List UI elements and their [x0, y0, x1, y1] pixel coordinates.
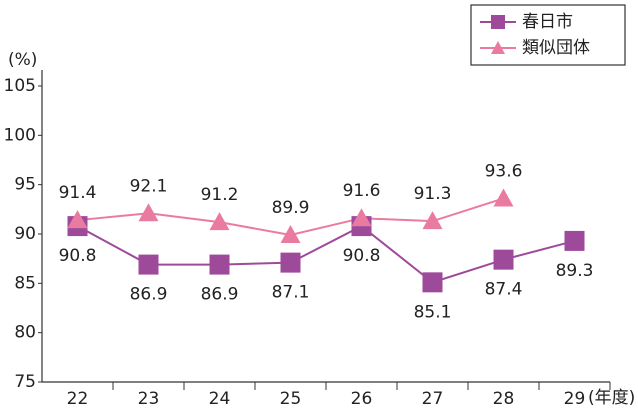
legend-marker [491, 15, 505, 29]
data-label: 91.3 [414, 184, 452, 204]
x-tick-label: 27 [422, 389, 444, 409]
data-label: 91.6 [343, 181, 381, 201]
data-label: 85.1 [414, 302, 452, 322]
data-point [209, 254, 230, 275]
y-tick-label: 100 [4, 125, 36, 145]
data-label: 87.1 [272, 283, 310, 303]
data-label: 91.4 [59, 183, 97, 203]
data-point [351, 208, 372, 227]
y-tick-label: 90 [14, 224, 36, 244]
y-tick-label: 105 [4, 76, 36, 96]
data-label: 89.9 [272, 198, 310, 218]
data-label: 91.2 [201, 185, 239, 205]
x-tick-label: 25 [280, 389, 302, 409]
series-line [77, 224, 575, 284]
data-label: 93.6 [485, 161, 523, 181]
data-point [138, 203, 159, 222]
x-tick-label: 29 [564, 389, 586, 409]
data-point [564, 230, 585, 251]
legend-marker [491, 41, 505, 54]
data-point [422, 211, 443, 230]
data-point [280, 252, 301, 273]
data-point [493, 249, 514, 270]
x-tick-label: 22 [67, 389, 89, 409]
data-label: 90.8 [343, 246, 381, 266]
data-point [209, 212, 230, 231]
data-label: 90.8 [59, 246, 97, 266]
y-tick-label: 95 [14, 175, 36, 195]
y-axis-label: (%) [8, 50, 37, 70]
data-label: 89.3 [556, 261, 594, 281]
data-point [422, 272, 443, 293]
x-axis-label: (年度) [588, 388, 635, 408]
x-tick-label: 24 [209, 389, 231, 409]
x-tick-label: 28 [493, 389, 515, 409]
y-tick-label: 80 [14, 323, 36, 343]
data-point [138, 254, 159, 275]
x-tick-label: 23 [138, 389, 160, 409]
legend-label: 類似団体 [522, 38, 590, 58]
y-tick-label: 75 [14, 372, 36, 392]
y-tick-label: 85 [14, 273, 36, 293]
x-tick-label: 26 [351, 389, 373, 409]
data-label: 86.9 [201, 285, 239, 305]
data-point [493, 188, 514, 207]
data-point [67, 210, 88, 229]
data-label: 86.9 [130, 285, 168, 305]
data-label: 87.4 [485, 280, 523, 300]
data-point [280, 224, 301, 243]
legend-label: 春日市 [522, 12, 573, 32]
data-label: 92.1 [130, 176, 168, 196]
